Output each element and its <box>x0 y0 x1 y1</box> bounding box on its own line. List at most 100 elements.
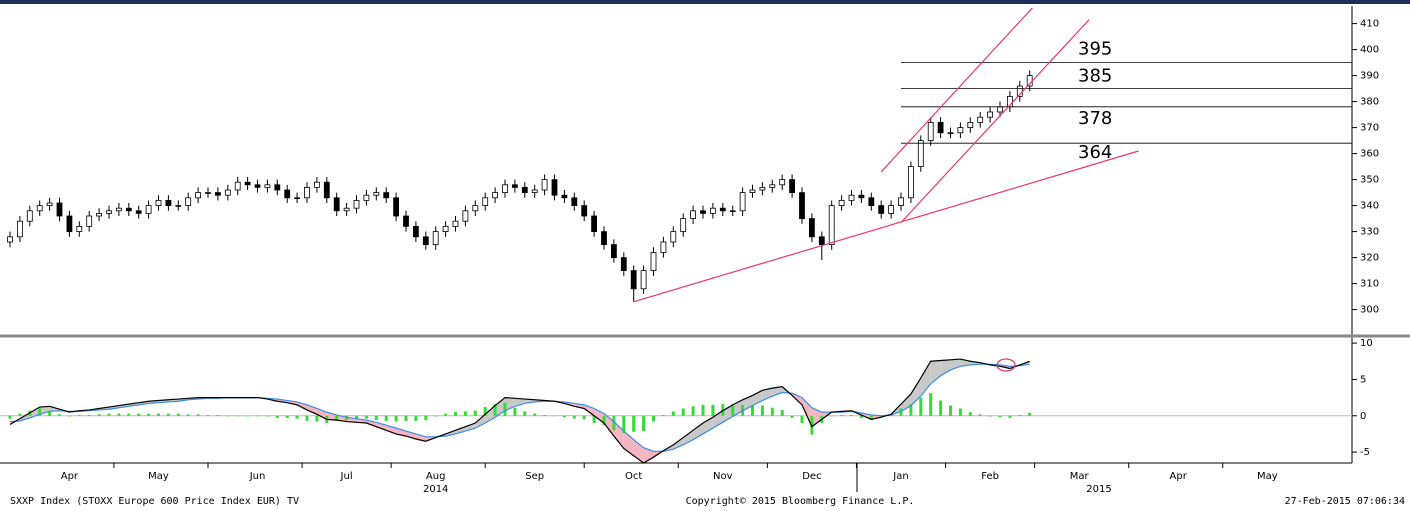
candle-body <box>116 207 122 212</box>
histogram-bar <box>97 414 101 416</box>
histogram-bar <box>810 415 814 435</box>
histogram-bar <box>939 400 943 416</box>
histogram-bar <box>602 415 606 426</box>
candle-body <box>76 225 83 232</box>
histogram-bar <box>553 415 556 417</box>
y-tick-label: 390 <box>1360 71 1379 82</box>
histogram-bar <box>988 415 992 417</box>
histogram-bar <box>404 415 408 421</box>
histogram-bar <box>206 415 210 416</box>
candle-body <box>601 231 607 246</box>
x-tick-label: Jan <box>892 471 908 482</box>
x-tick-label: Jul <box>340 471 353 482</box>
y-tick-label: 5 <box>1360 374 1366 385</box>
histogram-bar <box>780 409 784 416</box>
top-bar <box>0 0 1410 4</box>
footer-right: 27-Feb-2015 07:06:34 <box>1285 496 1405 507</box>
histogram-bar <box>572 415 576 419</box>
y-tick-label: 310 <box>1360 279 1379 290</box>
macd-fill <box>604 413 614 437</box>
macd-fill <box>752 390 763 406</box>
x-tick-label: Dec <box>802 471 821 482</box>
histogram-bar <box>503 402 507 416</box>
year-label: 2015 <box>1086 484 1111 495</box>
macd-fill <box>920 361 931 397</box>
histogram-bar <box>958 408 962 416</box>
candle-body <box>26 210 33 222</box>
macd-fill <box>802 397 812 427</box>
histogram-bar <box>364 415 368 419</box>
candle-body <box>521 186 528 193</box>
candle-body <box>630 270 637 290</box>
trendline <box>900 19 1090 223</box>
candle-body <box>96 212 102 217</box>
macd-fill <box>495 397 505 418</box>
candle-body <box>512 184 518 188</box>
candle-body <box>729 210 736 213</box>
candle-body <box>46 202 53 206</box>
candle-body <box>333 197 340 212</box>
x-tick-label: Nov <box>713 471 733 482</box>
y-tick-label: 360 <box>1360 149 1379 160</box>
candle-body <box>690 210 696 220</box>
axes: 300 310 320 330 340 350 360 370 380 390 400 410 Apr M… <box>61 19 1379 495</box>
candle-body <box>274 184 281 191</box>
y-tick-label: 350 <box>1360 175 1379 186</box>
histogram-bar <box>721 404 725 416</box>
level-label: 364 <box>1078 142 1112 163</box>
candle-body <box>591 215 597 232</box>
histogram-bar <box>533 413 537 416</box>
y-tick-label: 380 <box>1360 97 1379 108</box>
candle-body <box>620 257 627 272</box>
histogram-bar <box>731 404 735 416</box>
histogram-bar <box>879 415 883 418</box>
macd-fill <box>326 412 337 421</box>
candle-body <box>749 189 756 193</box>
trendline <box>880 8 1034 173</box>
candle-body <box>412 225 419 238</box>
histogram-bar <box>315 415 319 422</box>
candle-body <box>432 231 439 246</box>
x-tick-label: Apr <box>1170 471 1188 482</box>
histogram-bar <box>335 415 339 421</box>
trendline <box>633 150 1139 303</box>
highlight-circle <box>996 358 1016 372</box>
y-tick-label: 320 <box>1360 253 1379 264</box>
candle-body <box>56 202 63 217</box>
histogram-bar <box>681 408 685 416</box>
candle-body <box>205 192 211 194</box>
candle-body <box>789 179 795 194</box>
histogram-bar <box>414 415 418 421</box>
candle-body <box>997 106 1003 113</box>
macd-fill <box>455 426 466 434</box>
macd-fill <box>376 422 387 431</box>
macd-fill <box>811 407 822 427</box>
candle-body <box>284 189 291 199</box>
macd-fill <box>673 437 684 450</box>
candle-body <box>759 186 766 191</box>
x-tick-label: May <box>1257 471 1278 482</box>
y-tick-label: 10 <box>1360 338 1373 349</box>
histogram-bar <box>830 415 834 417</box>
candle-body <box>492 192 499 199</box>
macd-fill <box>465 423 476 432</box>
histogram-bar <box>265 415 269 417</box>
histogram-bar <box>256 415 259 417</box>
candle-body <box>502 184 508 194</box>
macd-fill <box>475 414 486 429</box>
candle-body <box>304 186 310 199</box>
histogram-bar <box>355 415 358 420</box>
candle-body <box>719 207 726 212</box>
candle-body <box>472 205 479 212</box>
histogram-bar <box>18 413 22 416</box>
candle-body <box>957 127 964 134</box>
x-tick-label: Mar <box>1070 471 1090 482</box>
candle-body <box>858 194 865 199</box>
candle-body <box>670 231 677 243</box>
histogram-bar <box>463 411 467 416</box>
macd-panel <box>0 358 1352 464</box>
histogram-bar <box>800 415 804 424</box>
candle-body <box>36 205 43 212</box>
candle-body <box>383 192 390 199</box>
